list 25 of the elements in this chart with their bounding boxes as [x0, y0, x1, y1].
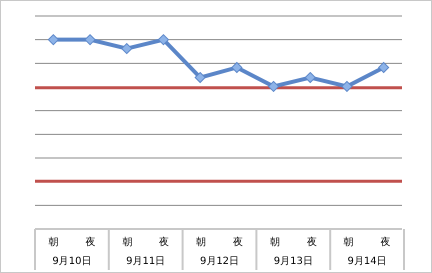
x-tick-label: 夜 — [306, 236, 317, 248]
point — [231, 62, 242, 73]
point — [304, 72, 316, 84]
point — [121, 43, 132, 54]
point — [84, 34, 96, 46]
text: 9月14日 — [348, 256, 387, 267]
text: 9月13日 — [274, 256, 313, 267]
text: 9月11日 — [126, 256, 166, 267]
point — [194, 72, 206, 84]
x-tick-label: 朝 — [48, 236, 58, 248]
x-tick-label: 夜 — [159, 236, 170, 248]
x-tick-label: 朝 — [196, 236, 206, 248]
point — [48, 34, 59, 46]
text: 9月12日 — [200, 256, 240, 267]
x-tick-label: 夜 — [380, 236, 391, 248]
point — [158, 34, 169, 46]
x-tick-label: 朝 — [122, 236, 132, 248]
x-tick-label: 朝 — [270, 236, 280, 248]
x-tick-label: 夜 — [232, 236, 243, 248]
x-tick-label: 朝 — [344, 236, 354, 248]
x-tick-label: 夜 — [85, 236, 96, 248]
point — [378, 62, 390, 73]
point — [341, 80, 352, 92]
point — [268, 80, 280, 92]
text: 9月10日 — [52, 256, 92, 267]
